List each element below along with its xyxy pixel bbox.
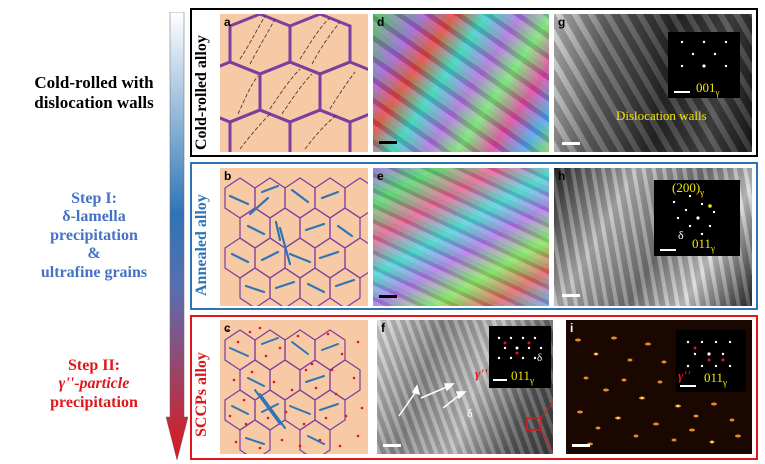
- scale-bar: [562, 142, 580, 145]
- f-delta-spot-label: δ: [537, 352, 543, 364]
- cold-rolled-description: Cold-rolled with dislocation walls: [20, 73, 168, 112]
- i-diffraction-pattern: [680, 340, 732, 387]
- g-zone-label: 001γ: [696, 80, 720, 98]
- f-diffraction-pattern: [493, 336, 543, 381]
- panel-i-dark-field-image: γ'' 011γ i: [566, 320, 752, 454]
- panel-label-d: d: [377, 15, 385, 29]
- panel-d-ebsd-map: d: [373, 14, 549, 152]
- scale-bar: [379, 295, 397, 298]
- process-arrow: [166, 12, 188, 460]
- scale-bar: [572, 444, 590, 447]
- step1-description: Step I: δ-lamella precipitation & ultraf…: [20, 190, 168, 282]
- g-diffraction-pattern: [674, 40, 728, 93]
- f-sad-inset: δ γ'' 011γ: [475, 326, 551, 388]
- step1-line3: precipitation: [50, 226, 138, 244]
- row-label-sccps: SCCPs alloy: [193, 352, 210, 437]
- h-diffraction-pattern: [660, 194, 716, 251]
- step2-line1: Step II:: [67, 357, 120, 374]
- step1-line5: ultrafine grains: [40, 263, 148, 281]
- row-sccps: [190, 315, 758, 460]
- panel-label-f: f: [381, 321, 385, 335]
- row-label-cold: Cold-rolled alloy: [193, 35, 210, 150]
- step2-description: Step II: γ''-particle precipitation: [20, 357, 168, 412]
- i-zone-label: 011γ: [704, 370, 728, 388]
- h-delta-label: δ: [678, 228, 684, 242]
- f-delta-label: δ: [467, 406, 473, 420]
- f-zone-label: 011γ: [511, 368, 535, 386]
- panel-label-g: g: [558, 15, 566, 29]
- panel-label-c: c: [224, 321, 231, 335]
- i-sad-inset: γ'' 011γ: [676, 330, 746, 392]
- row-cold-rolled: [190, 8, 758, 157]
- h-zone-label: 011γ: [692, 236, 716, 254]
- step1-line1: Step I:: [71, 190, 117, 207]
- panel-c-schematic: c: [220, 320, 368, 454]
- scale-bar: [383, 444, 401, 447]
- cold-line1: Cold-rolled with: [34, 73, 154, 92]
- step1-line2: δ-lamella: [62, 208, 126, 226]
- step1-line4: &: [87, 245, 101, 263]
- g-sad-inset: 001γ: [668, 32, 740, 98]
- g-dislocation-walls-label: Dislocation walls: [616, 108, 707, 123]
- panel-label-i: i: [570, 321, 574, 335]
- step2-line3: precipitation: [50, 393, 138, 411]
- i-gamma-label: γ'': [678, 368, 691, 383]
- panel-label-a: a: [224, 15, 231, 29]
- scale-bar: [562, 294, 580, 297]
- panel-a-schematic: a: [220, 14, 368, 152]
- panel-b-schematic: b: [220, 168, 368, 306]
- h-sad-inset: (200)γ δ 011γ: [654, 180, 740, 256]
- panel-label-e: e: [377, 169, 384, 183]
- panel-e-ebsd-map: e: [373, 168, 549, 306]
- panel-g-tem-image: 001γ Dislocation walls g: [554, 14, 752, 152]
- panel-h-tem-image: (200)γ δ 011γ h: [554, 168, 752, 306]
- h-spot-label: (200)γ: [672, 180, 705, 198]
- cold-line2: dislocation walls: [34, 92, 154, 112]
- panel-label-b: b: [224, 169, 232, 183]
- scale-bar: [379, 141, 397, 144]
- panel-label-h: h: [558, 169, 566, 183]
- row-annealed: [190, 162, 758, 310]
- step2-line2: γ''-particle: [58, 375, 130, 393]
- f-gamma-label: γ'': [475, 366, 488, 381]
- f-arrows: [398, 383, 553, 453]
- panel-f-tem-image: δ δ γ'' 011γ f: [377, 320, 553, 454]
- row-label-annealed: Annealed alloy: [193, 194, 210, 296]
